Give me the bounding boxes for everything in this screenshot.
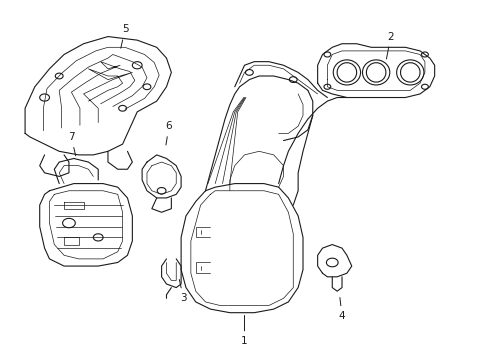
Text: 2: 2 xyxy=(386,32,393,59)
Text: 5: 5 xyxy=(121,24,128,48)
Text: 3: 3 xyxy=(179,279,186,303)
Text: 1: 1 xyxy=(241,315,247,346)
Text: 6: 6 xyxy=(165,121,172,145)
Text: 4: 4 xyxy=(338,297,345,321)
Text: 7: 7 xyxy=(68,132,76,156)
